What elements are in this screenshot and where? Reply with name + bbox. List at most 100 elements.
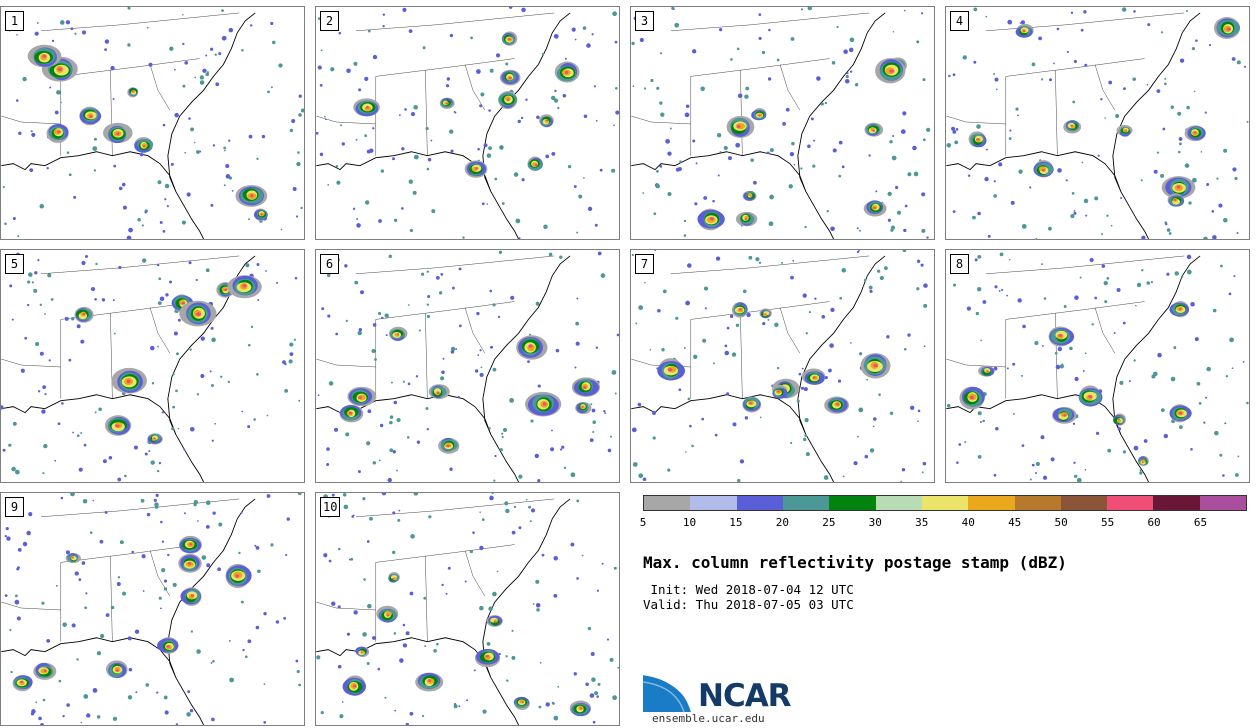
storm-cluster (189, 542, 193, 546)
echo-cell (436, 642, 439, 646)
echo-cell (594, 691, 599, 696)
echo-cell (358, 88, 362, 92)
echo-cell (1223, 217, 1228, 223)
echo-cell (156, 263, 160, 267)
echo-cell (567, 164, 572, 169)
echo-cell (972, 215, 976, 220)
echo-cell (907, 172, 912, 177)
echo-cell (1150, 281, 1153, 284)
storm-cluster (969, 395, 974, 400)
echo-cell (1139, 471, 1143, 475)
echo-cell (1178, 150, 1181, 154)
echo-cell (247, 218, 250, 221)
echo-cell (1107, 448, 1112, 453)
echo-cell (816, 76, 821, 81)
echo-cell (1063, 305, 1067, 308)
echo-cell (393, 632, 397, 635)
echo-cell (476, 311, 480, 316)
echo-cell (384, 313, 389, 318)
echo-cell (356, 223, 361, 228)
echo-cell (186, 192, 191, 197)
echo-cell (830, 226, 835, 232)
echo-cell (413, 493, 419, 496)
state-borders (316, 12, 555, 156)
colorbar-tick-label: 35 (915, 516, 929, 529)
storm-cluster (764, 313, 767, 315)
echo-cell (1073, 211, 1077, 215)
echo-cell (821, 315, 826, 319)
echo-cell (170, 162, 174, 166)
echo-cell (537, 479, 541, 482)
echo-cell (1006, 367, 1009, 370)
echo-cell (643, 87, 647, 90)
echo-cell (541, 553, 545, 557)
echo-cell (962, 55, 967, 60)
echo-cell (15, 99, 19, 102)
storm-cluster (1179, 307, 1182, 311)
echo-cell (426, 270, 429, 273)
website-link[interactable]: ensemble.ucar.edu (652, 712, 765, 725)
echo-cell (327, 314, 331, 318)
echo-cell (39, 351, 44, 356)
echo-cell (248, 134, 253, 139)
echo-cell (736, 47, 740, 51)
echo-cell (614, 392, 617, 395)
echo-cell (151, 382, 155, 385)
storm-cluster (986, 370, 989, 373)
echo-cell (793, 163, 796, 166)
echo-cell (163, 695, 168, 700)
echo-cell (297, 151, 300, 154)
echo-cell (1103, 280, 1108, 286)
storm-cluster (889, 69, 894, 73)
echo-cell (212, 659, 215, 663)
coastline (946, 12, 1201, 239)
echo-cell (1043, 297, 1047, 300)
echo-cell (489, 495, 494, 501)
echo-cell (1246, 120, 1249, 123)
echo-cell (1174, 271, 1179, 276)
echo-cell (538, 705, 542, 709)
echo-cell (66, 703, 70, 707)
echo-cell (875, 190, 878, 193)
echo-cell (374, 358, 377, 361)
echo-cell (139, 152, 144, 157)
echo-cell (241, 48, 244, 52)
echo-cell (30, 712, 35, 716)
echo-cell (240, 511, 243, 514)
echo-cell (994, 77, 999, 82)
echo-cell (631, 41, 635, 46)
reflectivity-map (1, 493, 302, 725)
echo-cell (500, 145, 503, 148)
echo-cell (431, 209, 436, 214)
echo-cell (289, 342, 294, 347)
echo-cell (357, 470, 361, 474)
echo-cell (159, 296, 165, 302)
echo-cell (553, 98, 559, 103)
echo-cell (134, 629, 140, 634)
echo-cell (848, 47, 854, 53)
echo-cell (659, 101, 663, 105)
echo-cell (755, 257, 760, 262)
echo-cell (691, 49, 697, 54)
echo-cell (576, 297, 579, 300)
echo-cell (1076, 477, 1082, 482)
echo-cell (1234, 176, 1238, 181)
echo-cell (1020, 374, 1023, 377)
echo-cell (474, 369, 479, 373)
echo-cell (289, 128, 294, 133)
echo-cell (341, 701, 344, 703)
echo-cell (491, 493, 494, 495)
echo-cell (1029, 478, 1032, 481)
echo-cell (24, 336, 28, 340)
echo-cell (1135, 304, 1137, 307)
echo-cell (995, 426, 999, 431)
echo-cell (831, 61, 836, 65)
echo-cell (1160, 408, 1165, 413)
echo-cell (440, 273, 444, 276)
echo-cell (776, 366, 780, 370)
member-panel-5: 5 (0, 249, 305, 483)
storm-cluster (508, 38, 511, 41)
echo-cell (210, 384, 214, 388)
echo-cell (177, 427, 180, 430)
echo-cell (1094, 296, 1098, 300)
